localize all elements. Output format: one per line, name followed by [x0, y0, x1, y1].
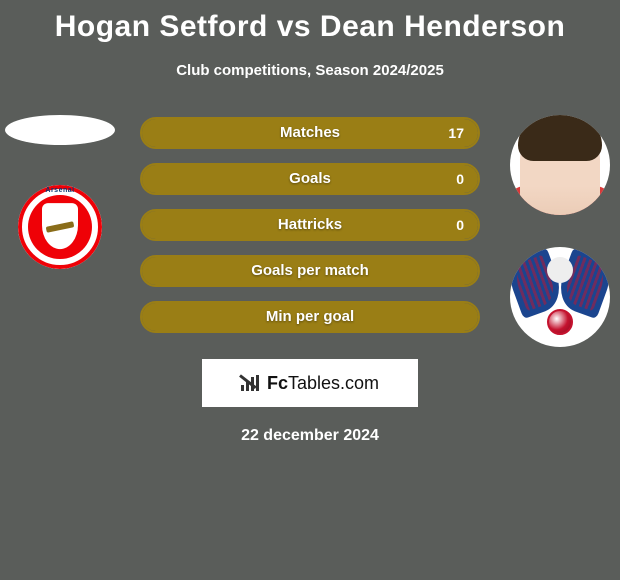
- stat-row-min-per-goal: Min per goal: [140, 301, 480, 333]
- page-title: Hogan Setford vs Dean Henderson: [0, 0, 620, 44]
- stat-label: Min per goal: [142, 303, 478, 331]
- logo-text: FcTables.com: [267, 373, 379, 394]
- stat-row-goals-per-match: Goals per match: [140, 255, 480, 287]
- player-left-column: Arsenal: [0, 115, 120, 345]
- subtitle: Club competitions, Season 2024/2025: [0, 62, 620, 79]
- player-left-headshot: [5, 115, 115, 145]
- stat-value-right: 0: [456, 165, 464, 193]
- player-right-column: [500, 115, 620, 345]
- bar-chart-icon: [241, 375, 261, 391]
- stat-row-hattricks: Hattricks 0: [140, 209, 480, 241]
- player-right-headshot: [510, 115, 610, 215]
- stat-label: Matches: [142, 119, 478, 147]
- stat-label: Goals: [142, 165, 478, 193]
- team-left-crest: Arsenal: [18, 185, 102, 269]
- date-text: 22 december 2024: [0, 427, 620, 445]
- comparison-area: Arsenal Matches 17: [0, 115, 620, 345]
- stat-row-matches: Matches 17: [140, 117, 480, 149]
- stat-value-right: 17: [448, 119, 464, 147]
- fctables-logo: FcTables.com: [202, 359, 418, 407]
- stat-row-goals: Goals 0: [140, 163, 480, 195]
- team-right-crest: [510, 247, 610, 347]
- stat-value-right: 0: [456, 211, 464, 239]
- stat-bars: Matches 17 Goals 0 Hattricks 0 Goals per…: [140, 117, 480, 347]
- stat-label: Hattricks: [142, 211, 478, 239]
- arsenal-crest-text: Arsenal: [18, 187, 102, 194]
- stat-label: Goals per match: [142, 257, 478, 285]
